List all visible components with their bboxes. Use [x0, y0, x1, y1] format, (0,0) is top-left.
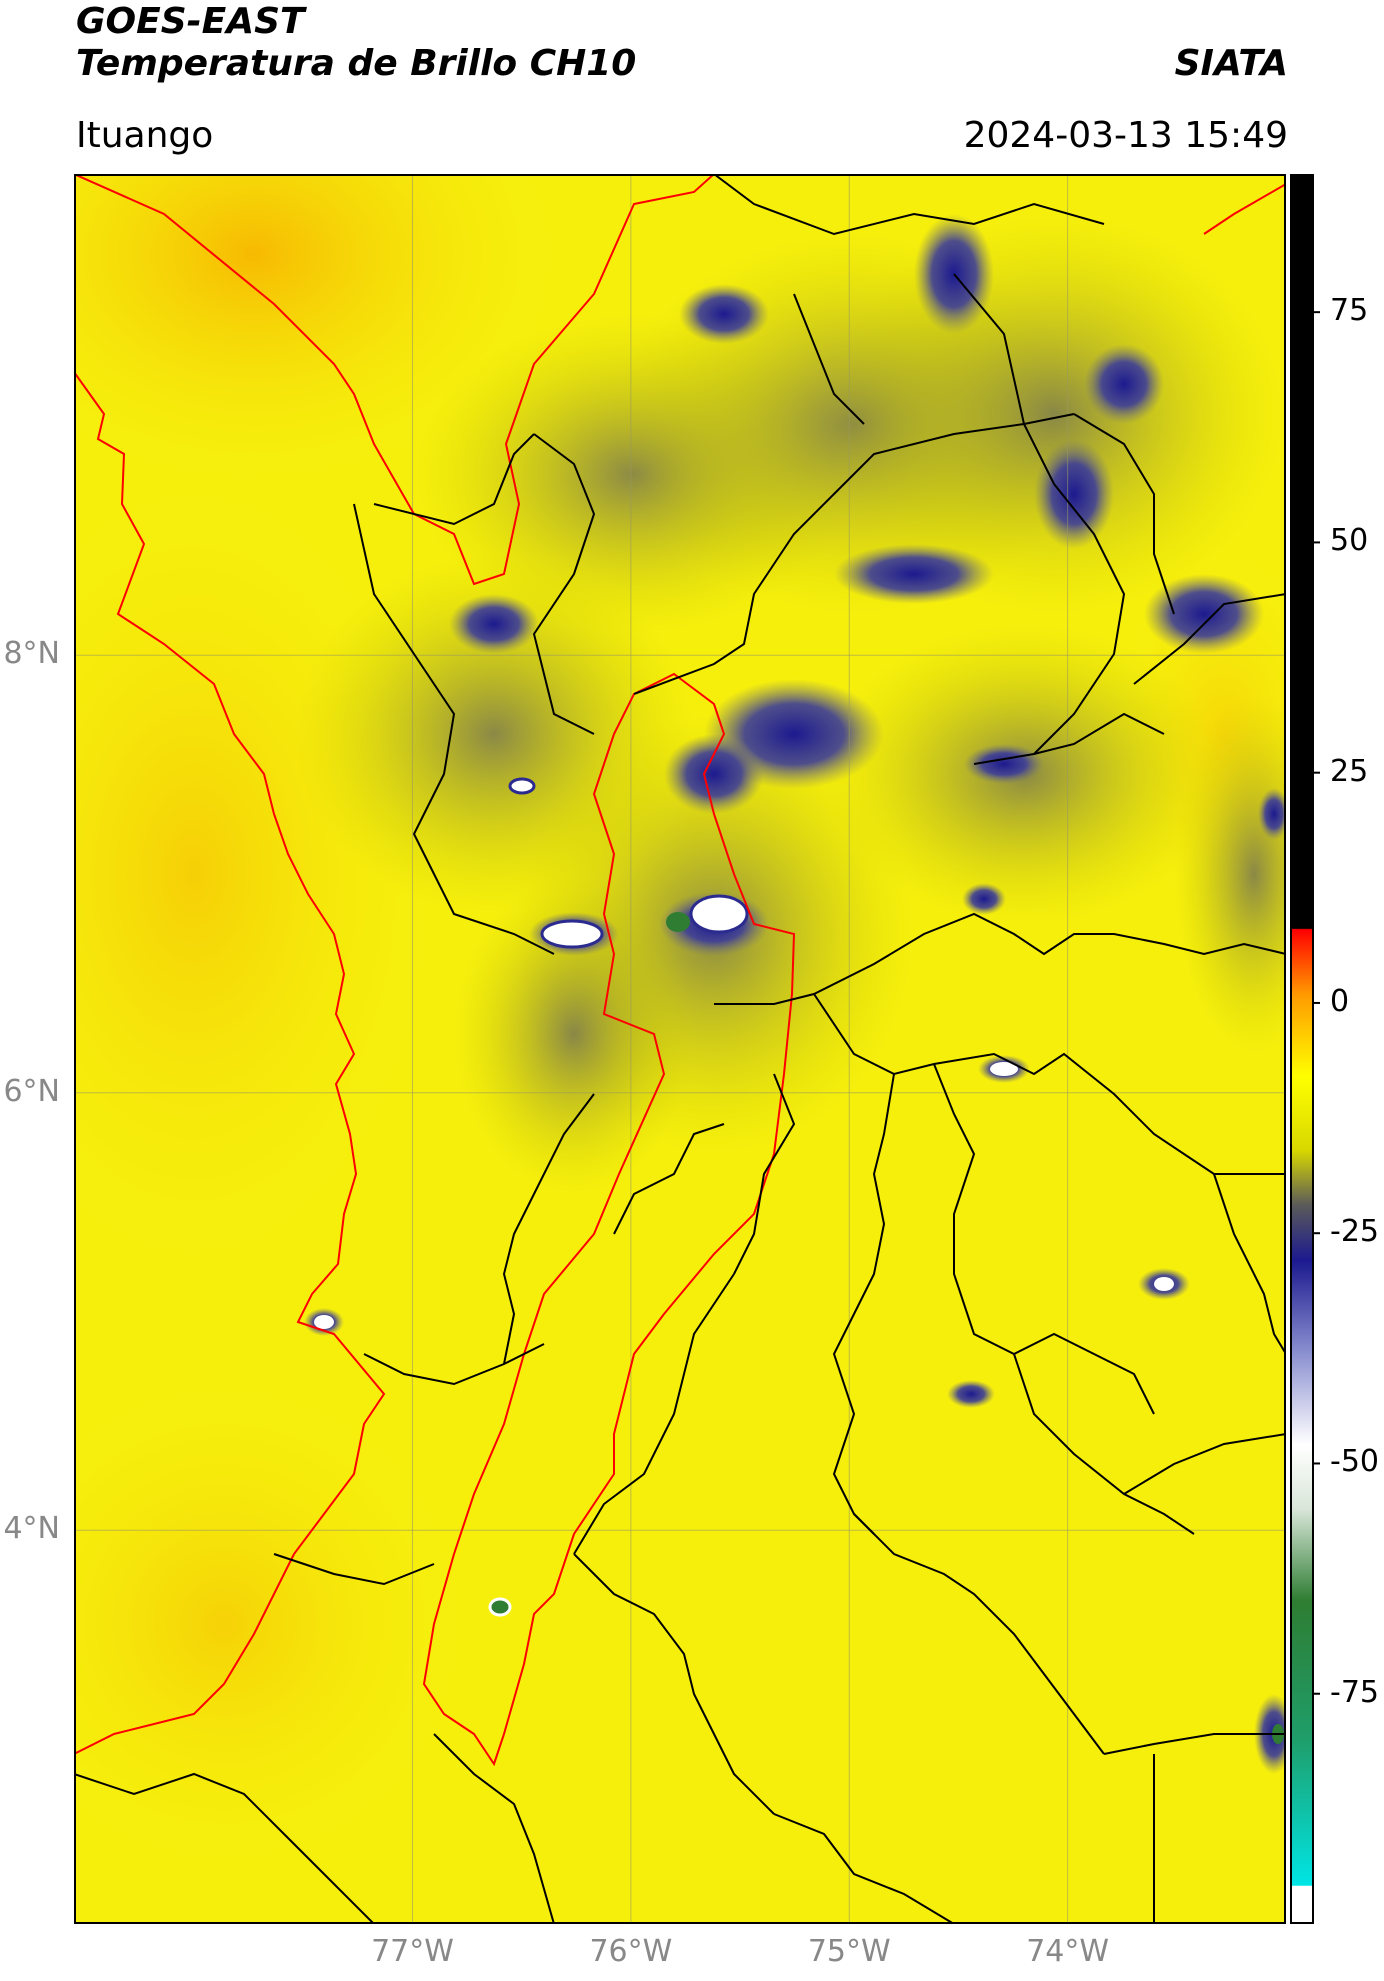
cold-top [540, 919, 604, 949]
lat-label: 4°N [3, 1511, 60, 1547]
colorbar-tick-label: -25 [1330, 1214, 1379, 1250]
admin-border [1123, 1433, 1286, 1495]
convective-cell [449, 594, 539, 654]
admin-border [363, 1343, 545, 1386]
map-frame [74, 174, 1286, 1924]
colorbar-tick-label: 25 [1330, 753, 1369, 789]
cloud-region [1174, 694, 1286, 1054]
satellite-title: GOES-EAST [76, 1, 305, 42]
convective-cell [679, 284, 769, 344]
coastline [1203, 183, 1286, 235]
org-label: SIATA [1174, 43, 1288, 84]
admin-border [953, 273, 1126, 755]
cold-top [508, 777, 536, 795]
colorbar-tick-label: -50 [1330, 1444, 1379, 1480]
convective-cell [664, 734, 764, 814]
convective-cell [1084, 344, 1164, 424]
convective-cell [947, 1380, 995, 1408]
admin-border [502, 1093, 595, 1365]
admin-border [973, 712, 1165, 765]
lon-label: 74°W [1026, 1934, 1110, 1969]
admin-border [793, 293, 865, 425]
region-boundary [422, 672, 796, 1767]
admin-border [74, 1772, 375, 1924]
admin-border [933, 1063, 1155, 1415]
coastline [74, 174, 715, 586]
cold-top [1154, 1277, 1174, 1291]
location-label: Ituango [76, 115, 214, 156]
cold-top [990, 1062, 1018, 1076]
admin-borders [74, 174, 1286, 1924]
admin-border [613, 1123, 725, 1235]
convective-cell [834, 544, 994, 604]
lat-label: 8°N [3, 636, 60, 672]
admin-border [1073, 413, 1175, 615]
lat-label: 6°N [3, 1073, 60, 1109]
convective-cell [1144, 574, 1264, 654]
gridlines [74, 174, 1286, 1924]
admin-border [433, 1733, 555, 1924]
convective-cell [1258, 788, 1286, 840]
admin-border [273, 1553, 435, 1586]
convective-cell [1034, 439, 1114, 549]
admin-border [714, 912, 1286, 1005]
admin-border [773, 1813, 955, 1924]
admin-border [853, 1513, 1105, 1755]
colorbar-gradient [1290, 174, 1314, 1924]
admin-border [713, 174, 1105, 236]
colorbar-tick-marks [1313, 311, 1320, 1695]
admin-border [353, 503, 555, 955]
coastline [74, 371, 386, 1755]
admin-border [733, 1073, 796, 1275]
lon-label: 76°W [589, 1934, 673, 1969]
convective-cell [964, 744, 1044, 784]
admin-border [1133, 593, 1286, 685]
cold-top [488, 1597, 512, 1617]
admin-border [633, 413, 1075, 695]
cold-top [314, 1315, 334, 1329]
cold-top [689, 894, 749, 934]
admin-border [1103, 1733, 1286, 1755]
cloud-region [454, 874, 694, 1194]
lon-label: 77°W [371, 1934, 454, 1969]
product-title: Temperatura de Brillo CH10 [76, 43, 637, 84]
admin-border [1213, 1173, 1286, 1355]
admin-border [573, 1553, 775, 1815]
colorbar-tick-label: 50 [1330, 523, 1369, 559]
colorbar-tick-label: 75 [1330, 293, 1369, 329]
colorbar-tick-label: 0 [1330, 983, 1350, 1019]
admin-border [573, 1273, 735, 1555]
admin-border [532, 433, 596, 735]
brightness-temperature-map [74, 174, 1286, 1924]
colorbar [1290, 174, 1320, 1924]
admin-border [832, 1073, 895, 1535]
colorbar-tick-label: -75 [1330, 1674, 1379, 1710]
datetime-label: 2024-03-13 15:49 [963, 115, 1288, 156]
convective-cell [962, 883, 1006, 915]
lon-label: 75°W [807, 1934, 891, 1969]
admin-border [1013, 1353, 1195, 1535]
admin-border [373, 433, 535, 526]
warm-region [74, 1364, 484, 1884]
cold-top [666, 912, 690, 932]
